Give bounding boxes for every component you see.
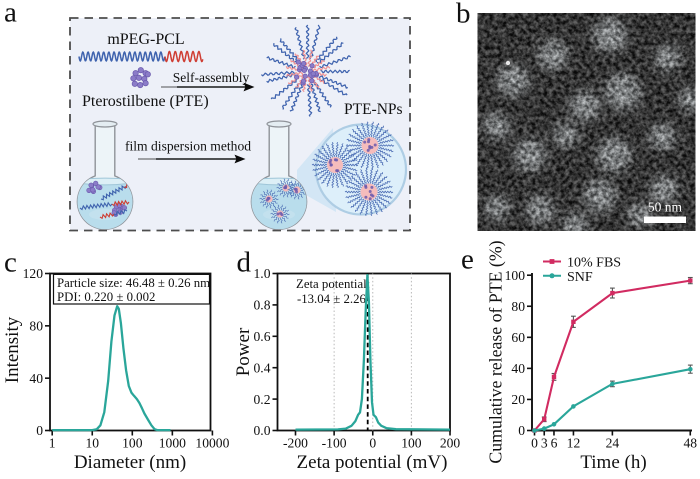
svg-text:120: 120 [23, 266, 44, 281]
svg-text:0.4: 0.4 [254, 360, 271, 375]
svg-text:100: 100 [401, 436, 422, 451]
svg-text:0: 0 [369, 436, 376, 451]
svg-text:e: e [461, 244, 474, 276]
svg-text:10000: 10000 [195, 436, 229, 451]
svg-text:10% FBS: 10% FBS [567, 256, 621, 271]
svg-text:50 nm: 50 nm [648, 200, 683, 215]
svg-text:60: 60 [511, 330, 525, 345]
svg-text:-200: -200 [283, 436, 308, 451]
svg-text:0: 0 [531, 436, 538, 451]
svg-text:100: 100 [122, 436, 143, 451]
svg-text:0: 0 [518, 423, 525, 438]
svg-text:0.0: 0.0 [254, 423, 271, 438]
svg-text:100: 100 [505, 268, 526, 283]
svg-text:6: 6 [551, 436, 558, 451]
svg-text:48: 48 [683, 436, 697, 451]
svg-text:Zeta potential:: Zeta potential: [296, 277, 370, 291]
svg-text:PDI: 0.220 ± 0.002: PDI: 0.220 ± 0.002 [57, 290, 155, 304]
svg-text:10: 10 [85, 436, 99, 451]
svg-text:SNF: SNF [567, 270, 593, 285]
svg-text:Time (h): Time (h) [580, 452, 646, 473]
svg-text:Power: Power [233, 327, 254, 376]
svg-text:1000: 1000 [159, 436, 186, 451]
svg-text:Intensity: Intensity [2, 316, 23, 383]
svg-text:1: 1 [49, 436, 56, 451]
svg-text:24: 24 [606, 436, 620, 451]
svg-text:12: 12 [567, 436, 581, 451]
svg-text:mPEG-PCL: mPEG-PCL [107, 31, 184, 48]
svg-text:b: b [456, 0, 471, 30]
svg-text:Zeta potential (mV): Zeta potential (mV) [297, 452, 448, 473]
svg-text:a: a [4, 0, 17, 29]
svg-text:Particle size: 46.48 ± 0.26 nm: Particle size: 46.48 ± 0.26 nm [57, 276, 210, 290]
svg-text:1.0: 1.0 [254, 266, 271, 281]
svg-text:80: 80 [29, 319, 43, 334]
svg-text:3: 3 [541, 436, 548, 451]
svg-text:Pterostilbene (PTE): Pterostilbene (PTE) [82, 93, 209, 110]
svg-text:-100: -100 [322, 436, 347, 451]
svg-text:PTE-NPs: PTE-NPs [344, 101, 403, 118]
svg-text:20: 20 [511, 392, 525, 407]
svg-text:40: 40 [29, 371, 43, 386]
svg-text:0.2: 0.2 [254, 392, 271, 407]
svg-text:c: c [4, 247, 17, 279]
svg-text:d: d [237, 247, 252, 279]
svg-text:0: 0 [36, 423, 43, 438]
svg-text:Cumulative release of PTE (%): Cumulative release of PTE (%) [486, 240, 507, 463]
svg-text:0.6: 0.6 [254, 329, 271, 344]
svg-text:200: 200 [440, 436, 461, 451]
svg-text:Diameter (nm): Diameter (nm) [74, 452, 186, 473]
svg-text:Self-assembly: Self-assembly [173, 70, 250, 85]
svg-text:40: 40 [511, 361, 525, 376]
svg-text:film dispersion method: film dispersion method [125, 139, 251, 154]
svg-text:80: 80 [511, 299, 525, 314]
svg-text:-13.04 ± 2.26: -13.04 ± 2.26 [297, 292, 366, 306]
svg-text:0.8: 0.8 [254, 298, 271, 313]
